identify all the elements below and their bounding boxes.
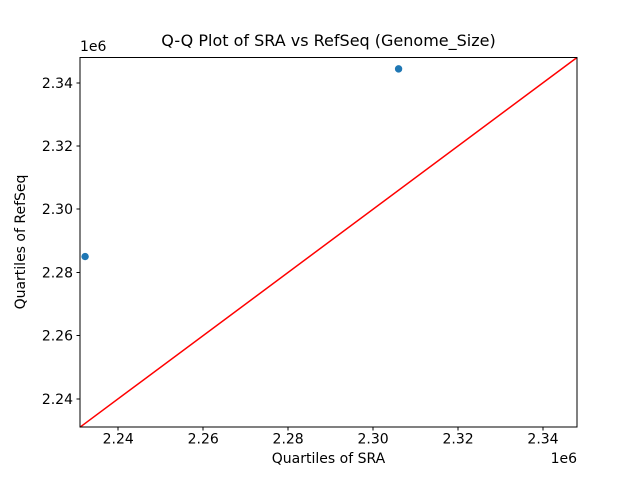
y-tick-label: 2.34: [42, 76, 73, 92]
x-tick-label: 2.26: [188, 432, 219, 448]
y-tick-label: 2.28: [42, 265, 73, 281]
y-tick-label: 2.26: [42, 329, 73, 345]
identity-line: [79, 56, 578, 428]
scatter-point: [81, 252, 89, 261]
chart-title: Q-Q Plot of SRA vs RefSeq (Genome_Size): [161, 31, 496, 50]
x-tick-label: 2.24: [103, 432, 134, 448]
axes-frame: [79, 57, 578, 428]
scatter-point: [394, 65, 403, 73]
x-tick-label: 2.30: [358, 432, 389, 448]
y-axis-offset-text: 1e6: [80, 39, 107, 55]
y-axis-label: Quartiles of RefSeq: [13, 174, 29, 310]
y-tick-label: 2.24: [42, 392, 73, 408]
x-tick-label: 2.32: [442, 432, 473, 448]
x-tick-label: 2.34: [527, 432, 558, 448]
x-axis-label: Quartiles of SRA: [271, 451, 386, 467]
x-tick-label: 2.28: [273, 432, 304, 448]
y-tick-label: 2.32: [42, 139, 73, 155]
y-tick-label: 2.30: [42, 202, 73, 218]
x-axis-offset-text: 1e6: [550, 451, 577, 467]
